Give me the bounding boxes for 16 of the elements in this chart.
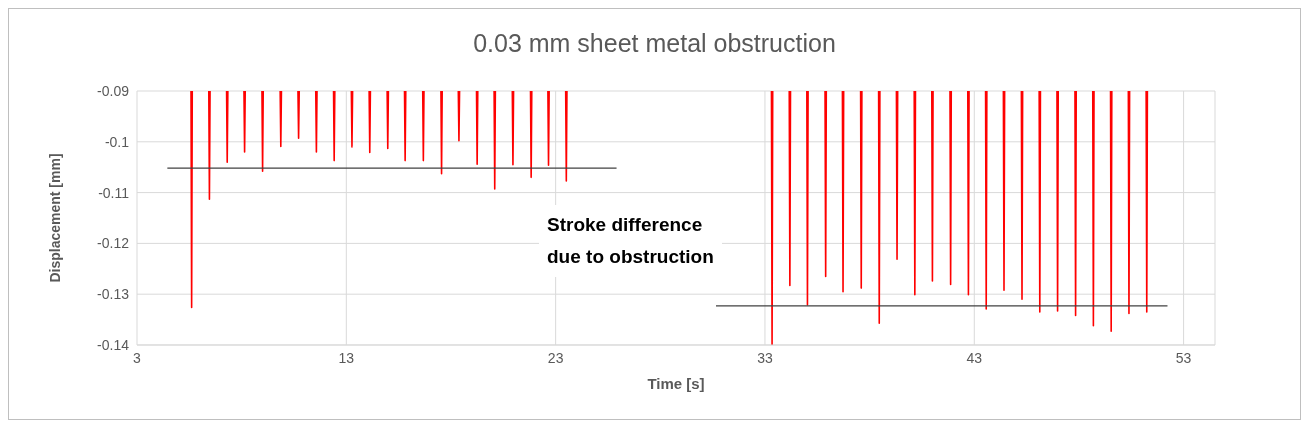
y-axis-title: Displacement [mm] xyxy=(46,153,63,283)
y-tick-label: -0.12 xyxy=(97,235,130,252)
x-tick-label: 33 xyxy=(757,349,773,366)
y-tick-label: -0.11 xyxy=(98,184,130,201)
x-tick-label: 23 xyxy=(547,349,564,366)
y-tick-label: -0.14 xyxy=(97,336,130,353)
x-tick-label: 13 xyxy=(338,349,355,366)
x-axis-title: Time [s] xyxy=(647,375,705,392)
y-tick-label: -0.09 xyxy=(97,82,130,99)
chart-title: 0.03 mm sheet metal obstruction xyxy=(472,29,837,58)
y-tick-label: -0.1 xyxy=(104,133,130,150)
annotation: Stroke difference due to obstruction xyxy=(539,205,722,277)
y-tick-label: -0.13 xyxy=(97,286,130,303)
x-tick-label: 43 xyxy=(966,349,983,366)
x-tick-label: 3 xyxy=(133,349,142,366)
x-tick-label: 53 xyxy=(1175,349,1192,366)
